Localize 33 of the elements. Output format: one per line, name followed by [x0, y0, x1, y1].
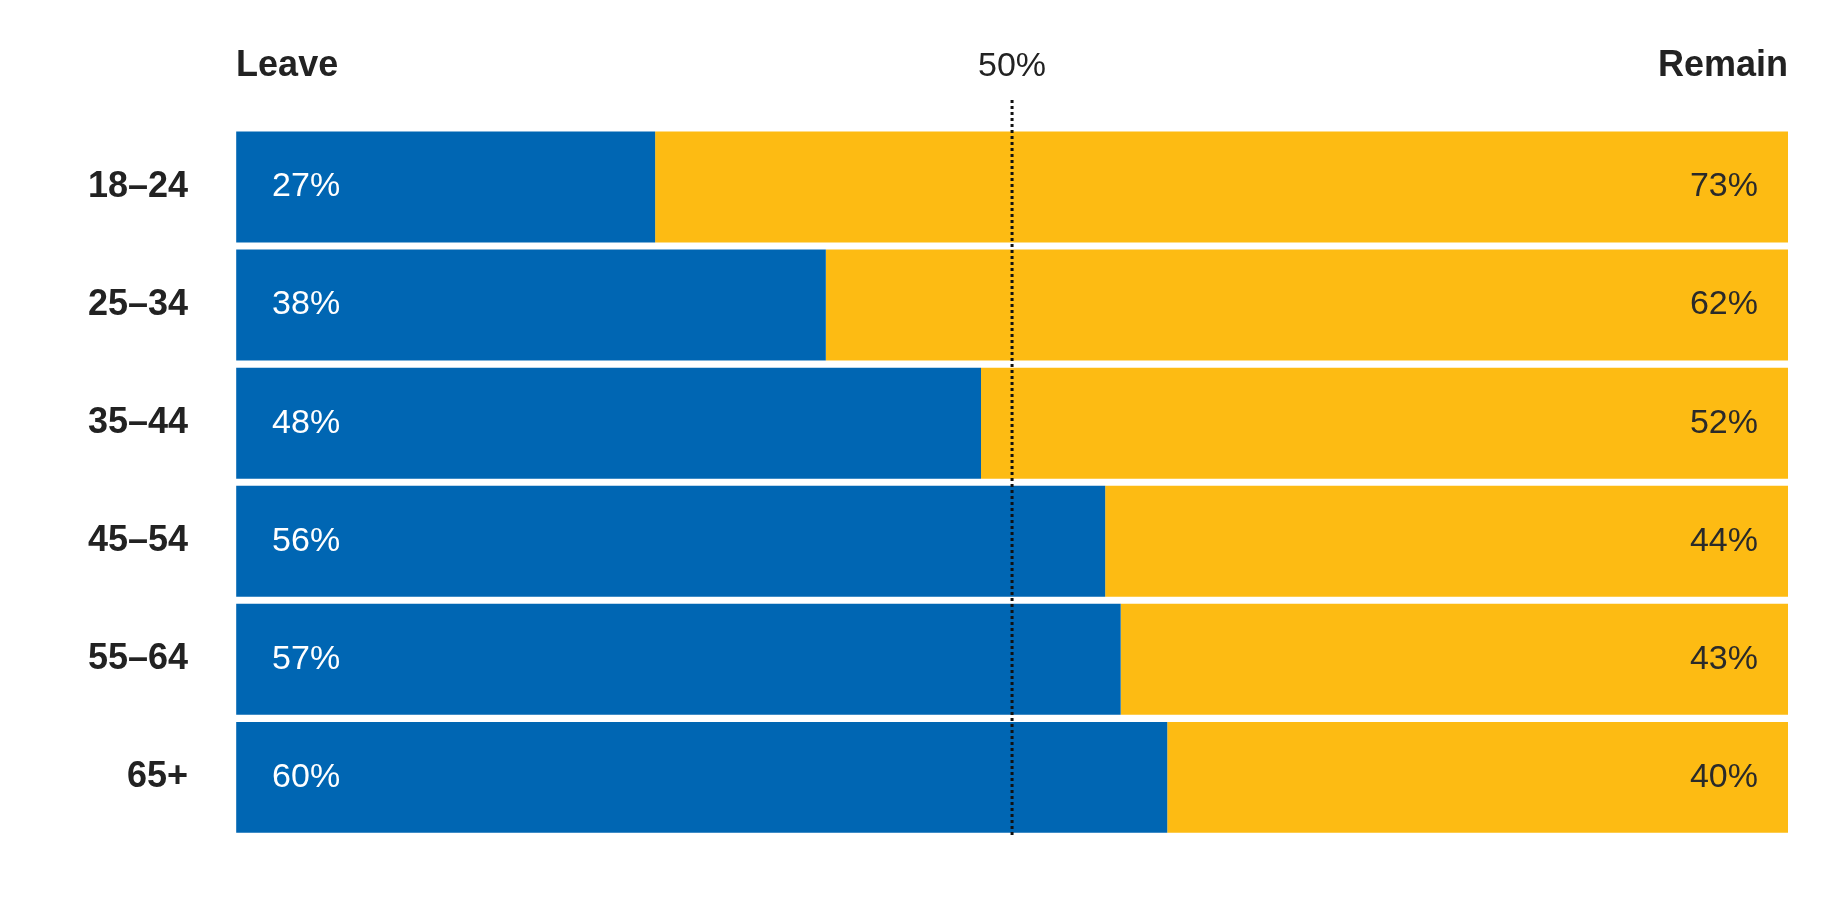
bar — [981, 367, 1788, 479]
data-label: 60% — [272, 755, 341, 794]
data-label: 62% — [1689, 283, 1758, 322]
data-label: 48% — [272, 401, 341, 440]
y-tick-label: 65+ — [127, 754, 189, 796]
bar — [655, 131, 1788, 243]
bar — [236, 367, 982, 479]
data-label: 56% — [272, 519, 341, 558]
ref-line-label: 50% — [978, 45, 1047, 83]
bar — [236, 249, 826, 361]
y-tick-label: 35–44 — [88, 400, 189, 442]
data-label: 73% — [1689, 165, 1758, 204]
data-label: 44% — [1689, 519, 1758, 558]
data-label: 57% — [272, 637, 341, 676]
bar — [236, 721, 1168, 833]
data-label: 38% — [272, 283, 341, 322]
bar — [1120, 603, 1788, 715]
data-label: 27% — [272, 165, 341, 204]
bar — [236, 603, 1121, 715]
bar — [1167, 721, 1788, 833]
y-tick-label: 18–24 — [88, 163, 189, 205]
y-tick-label: 25–34 — [88, 282, 189, 324]
bar — [236, 485, 1106, 597]
bar — [236, 131, 656, 243]
data-label: 52% — [1689, 401, 1758, 440]
data-label: 43% — [1689, 637, 1758, 676]
y-tick-label: 45–54 — [88, 518, 189, 560]
series-label: Remain — [1657, 43, 1788, 84]
y-tick-label: 55–64 — [88, 636, 189, 678]
bar — [1105, 485, 1788, 597]
data-label: 40% — [1689, 755, 1758, 794]
series-label: Leave — [236, 43, 339, 84]
bar — [825, 249, 1788, 361]
